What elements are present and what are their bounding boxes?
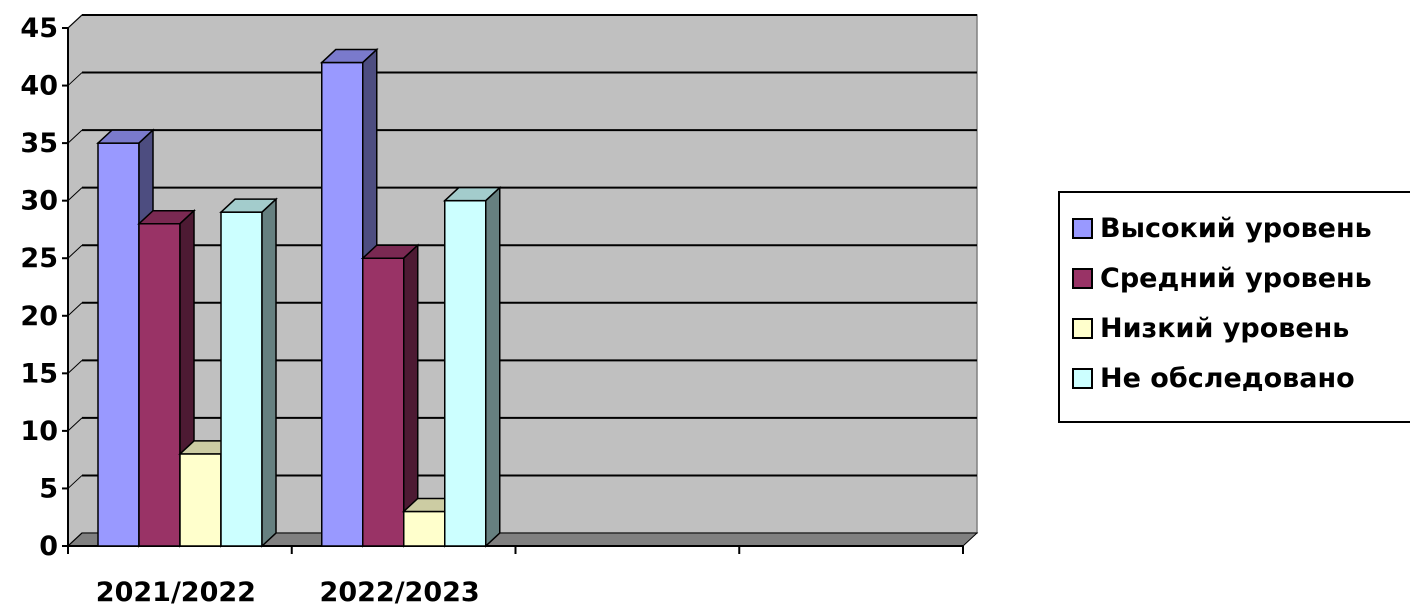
legend-label: Высокий уровень	[1100, 212, 1372, 244]
legend-swatch	[1072, 217, 1093, 239]
y-tick-label: 10	[20, 416, 58, 447]
legend-swatch	[1072, 267, 1093, 289]
gridline-side	[67, 14, 83, 29]
bar-front	[97, 142, 140, 547]
legend: Высокий уровень Средний уровень Низкий уро…	[1058, 191, 1410, 423]
y-tick-label: 20	[20, 301, 58, 332]
bar-front	[220, 211, 263, 547]
x-category-label: 2021/2022	[96, 577, 256, 608]
legend-item: Низкий уровень	[1072, 308, 1349, 348]
bar-front	[138, 222, 181, 547]
y-tick-label: 0	[39, 531, 58, 562]
y-tick-label: 25	[20, 243, 58, 274]
y-tick-label: 30	[20, 186, 58, 217]
bar-2	[360, 243, 420, 548]
y-tick-label: 15	[20, 358, 58, 389]
bar-4	[442, 185, 502, 548]
bar-side	[485, 185, 501, 548]
legend-item: Средний уровень	[1072, 258, 1372, 298]
bar-front	[321, 61, 364, 547]
legend-item: Не обследовано	[1072, 358, 1355, 398]
gridline-side	[67, 244, 83, 259]
bar-front	[362, 257, 405, 547]
bar-front	[444, 199, 487, 547]
y-tick-label: 45	[20, 13, 58, 44]
bar-1	[319, 47, 379, 548]
x-category-label: 2022/2023	[320, 577, 480, 608]
y-tick-label: 5	[39, 473, 58, 504]
bar-side	[261, 197, 277, 548]
legend-swatch	[1072, 367, 1093, 389]
gridline-side	[67, 302, 83, 317]
y-tick-label: 35	[20, 128, 58, 159]
gridline-side	[67, 532, 83, 547]
gridline-side	[67, 359, 83, 374]
gridline-side	[67, 72, 83, 86]
bar-front	[403, 510, 446, 547]
legend-label: Не обследовано	[1100, 362, 1355, 394]
y-tick-label: 40	[20, 71, 58, 102]
gridline-side	[67, 475, 83, 489]
legend-swatch	[1072, 317, 1093, 339]
legend-label: Низкий уровень	[1100, 312, 1350, 344]
bar-4	[219, 197, 278, 548]
legend-label: Средний уровень	[1100, 262, 1372, 294]
legend-item: Высокий уровень	[1072, 208, 1372, 248]
gridline-side	[67, 187, 83, 202]
gridline-side	[67, 417, 83, 432]
bar-front	[179, 453, 222, 547]
gridline-side	[67, 129, 83, 144]
